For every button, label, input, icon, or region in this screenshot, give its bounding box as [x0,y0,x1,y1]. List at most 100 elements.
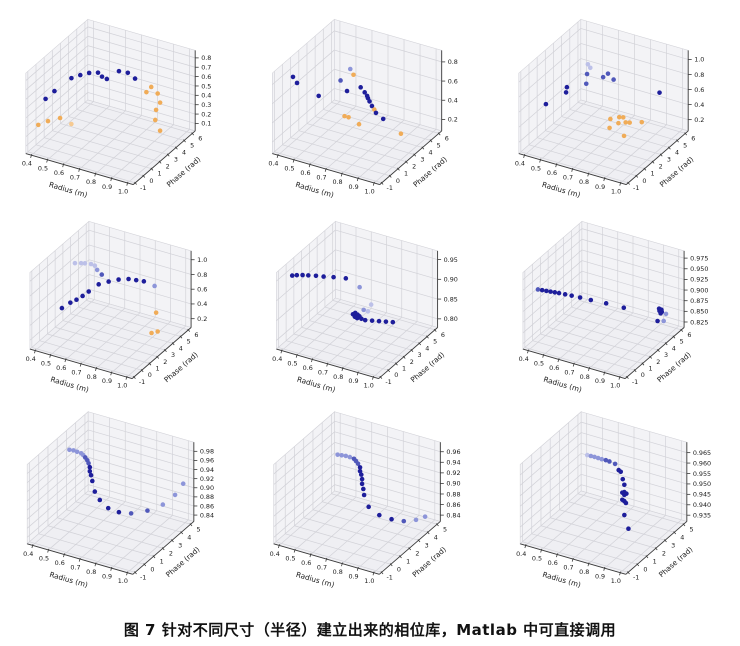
tick-mark [426,531,430,535]
grid-line [335,269,438,300]
data-point [87,464,93,470]
data-point [569,293,574,298]
y-tick-label: 2 [166,163,170,171]
z-tick-label: 0.2 [197,315,207,323]
grid-line [334,30,442,63]
z-tick-label: 0.92 [200,475,214,483]
data-point [621,305,627,310]
x-tick-label: 0.4 [515,160,525,168]
data-point [603,301,609,306]
data-point [621,133,627,139]
x-tick-label: 0.7 [71,368,81,376]
tick-mark [684,132,688,136]
z-tick-label: 0.6 [201,73,211,81]
z-tick-label: 0.1 [201,120,211,128]
z-tick-label: 0.825 [690,318,708,326]
tick-mark [372,375,374,380]
tick-mark [571,557,574,562]
grid-line [334,431,441,463]
data-point [401,518,407,524]
z-tick-label: 0.95 [444,256,458,264]
tick-mark [421,146,425,150]
data-point [126,276,131,282]
grid-line [522,281,583,334]
grid-line [272,88,335,143]
data-point [132,76,138,81]
y-tick-label: 4 [182,149,186,157]
x-tick-label: 0.9 [102,377,112,385]
data-point [92,489,98,494]
y-tick-label: 5 [190,141,194,149]
x-tick-label: 0.8 [332,178,342,186]
x-tick-label: 0.7 [316,174,326,182]
z-tick-label: 0.3 [201,101,211,109]
x-tick-label: 0.4 [268,160,278,168]
x-tick-label: 1.0 [364,577,374,585]
z-tick-label: 0.84 [200,511,214,519]
data-point [43,96,48,102]
tick-mark [134,571,137,575]
z-tick-label: 0.2 [448,116,458,124]
z-tick-label: 0.4 [694,101,704,109]
tick-mark [341,562,343,567]
tick-mark [341,367,344,371]
tick-mark [659,153,663,157]
grid-line [26,466,89,520]
tick-mark [397,167,400,171]
data-point [611,77,616,82]
y-tick-label: 1 [402,364,406,372]
data-point [376,318,382,324]
tick-mark [603,371,606,376]
data-point [623,120,628,125]
data-point [94,267,100,273]
data-point [595,455,601,461]
data-point [316,93,321,99]
z-tick-label: 0.94 [200,466,214,474]
data-point [99,74,105,79]
y-tick-label: 5 [690,525,694,533]
z-tick-label: 0.96 [200,457,214,465]
tick-mark [326,362,329,367]
data-point [88,472,94,478]
data-point [338,78,343,83]
grid-line [26,456,89,511]
y-tick-label: -1 [140,573,146,581]
data-point [144,89,149,95]
tick-mark [356,566,359,571]
data-point [367,99,372,104]
grid-line [373,519,436,573]
data-point [152,283,157,289]
data-point [359,316,364,322]
tick-mark [324,167,327,172]
y-tick-label: 6 [441,331,445,339]
tick-mark [429,139,433,143]
x-tick-label: 0.4 [519,355,529,363]
y-tick-label: 6 [691,134,695,142]
data-point [99,272,105,277]
data-point [563,90,569,95]
data-point [69,75,74,81]
data-point [342,113,347,119]
y-tick-label: 3 [420,156,424,164]
data-point [663,311,669,317]
grid-line [26,475,89,529]
data-point [153,310,159,315]
tick-mark [399,555,402,559]
grid-line [25,92,89,147]
grid-line [29,259,90,312]
data-point [90,478,95,484]
y-tick-label: -1 [386,573,392,581]
z-tick-label: 0.925 [690,276,708,284]
data-point [157,128,163,134]
data-point [351,72,356,78]
x-axis-label: Radius (m) [48,180,89,200]
tick-mark [356,177,359,182]
grid-line [581,473,687,506]
data-point [552,290,558,295]
tick-mark [437,132,441,136]
grid-line [88,429,194,461]
tick-mark [635,174,639,178]
tick-mark [426,335,429,339]
tick-mark [643,167,647,171]
